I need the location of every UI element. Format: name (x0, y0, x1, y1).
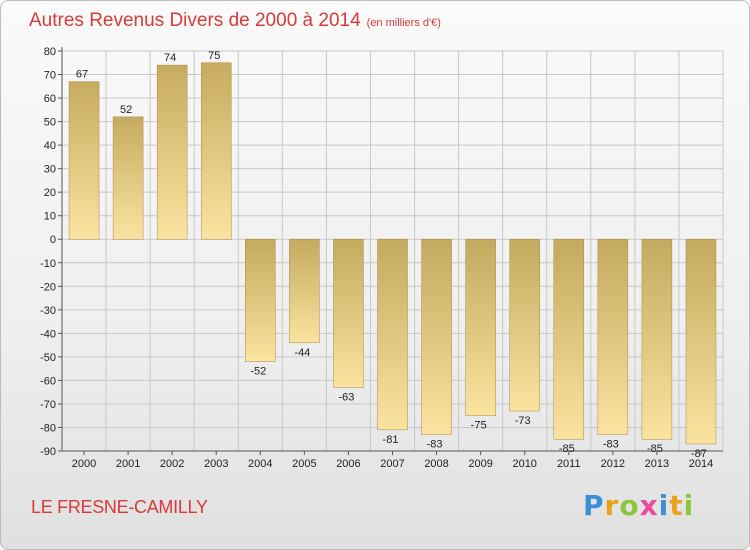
value-label-2001: 52 (120, 104, 132, 116)
y-tick-label: -90 (40, 446, 56, 458)
bar-2012 (597, 238, 629, 435)
x-tick-label-2014: 2014 (689, 458, 713, 470)
value-label-2013: -85 (647, 443, 663, 455)
bar-2007 (377, 238, 408, 431)
bar-2009 (465, 238, 496, 416)
bar-2000 (68, 81, 100, 240)
x-tick-label-2004: 2004 (248, 458, 272, 470)
y-tick-label: -70 (40, 399, 56, 411)
chart-subtitle: (en milliers d'€) (366, 17, 441, 29)
bar-chart: 80706050403020100-10-20-30-40-50-60-70-8… (40, 46, 724, 470)
proxiti-logo[interactable]: Proxiti (583, 489, 694, 522)
x-tick-label-2000: 2000 (72, 458, 96, 470)
value-label-2011: -85 (559, 443, 575, 455)
logo-letter: t (669, 489, 684, 522)
y-tick-label: 20 (44, 187, 56, 199)
bar-2006 (333, 238, 364, 388)
y-tick-label: 60 (44, 93, 56, 105)
logo-letter: o (619, 489, 640, 522)
logo-letter: x (639, 489, 659, 522)
bar-2004 (245, 238, 276, 362)
y-tick-label: -80 (40, 422, 56, 434)
y-tick-label: 0 (50, 234, 56, 246)
bar-2011 (553, 238, 585, 440)
value-label-2002: 74 (164, 52, 176, 64)
logo-letter: i (658, 489, 670, 522)
y-tick-label: 50 (44, 117, 56, 129)
value-label-2003: 75 (208, 50, 220, 62)
bar-2010 (509, 238, 540, 412)
x-tick-label-2012: 2012 (601, 458, 625, 470)
y-tick-label: -20 (40, 281, 56, 293)
y-tick-label: -40 (40, 328, 56, 340)
axes (58, 47, 723, 455)
value-label-2005: -44 (294, 347, 310, 359)
x-tick-label-2007: 2007 (380, 458, 404, 470)
x-tick-label-2009: 2009 (468, 458, 492, 470)
value-label-2010: -73 (515, 415, 531, 427)
x-tick-label-2005: 2005 (292, 458, 316, 470)
y-tick-label: -30 (40, 305, 56, 317)
x-tick-label-2013: 2013 (645, 458, 669, 470)
x-tick-label-2001: 2001 (116, 458, 140, 470)
x-tick-label-2002: 2002 (160, 458, 184, 470)
value-label-2014: -87 (691, 448, 707, 460)
labels: 80706050403020100-10-20-30-40-50-60-70-8… (40, 46, 713, 470)
value-label-2008: -83 (427, 439, 443, 451)
value-label-2007: -81 (383, 434, 399, 446)
commune-name: LE FRESNE-CAMILLY (31, 497, 208, 517)
y-tick-label: -50 (40, 352, 56, 364)
x-tick-label-2008: 2008 (424, 458, 448, 470)
y-tick-label: 30 (44, 164, 56, 176)
bar-2008 (421, 238, 452, 435)
x-tick-label-2006: 2006 (336, 458, 360, 470)
y-tick-label: -10 (40, 258, 56, 270)
bar-2002 (156, 64, 188, 240)
chart-title: Autres Revenus Divers de 2000 à 2014 (en … (29, 10, 441, 32)
y-tick-label: 70 (44, 70, 56, 82)
bar-2014 (685, 238, 717, 445)
y-tick-label: 10 (44, 211, 56, 223)
value-label-2012: -83 (603, 439, 619, 451)
x-tick-label-2011: 2011 (557, 458, 581, 470)
value-label-2000: 67 (76, 69, 88, 81)
bar-2005 (289, 238, 320, 344)
bar-2001 (112, 116, 144, 240)
value-label-2009: -75 (471, 420, 487, 432)
x-tick-label-2003: 2003 (204, 458, 228, 470)
value-label-2004: -52 (250, 366, 266, 378)
bar-2013 (641, 238, 673, 440)
chart-title-text: Autres Revenus Divers de 2000 à 2014 (29, 10, 361, 31)
y-tick-label: 40 (44, 140, 56, 152)
logo-letter: P (583, 489, 605, 522)
logo-letter: r (604, 489, 620, 522)
y-tick-label: 80 (44, 46, 56, 58)
bars (68, 62, 717, 445)
value-label-2006: -63 (338, 391, 354, 403)
y-tick-label: -60 (40, 375, 56, 387)
logo-letter: i (683, 489, 695, 522)
x-tick-label-2010: 2010 (512, 458, 536, 470)
bar-2003 (200, 62, 232, 240)
